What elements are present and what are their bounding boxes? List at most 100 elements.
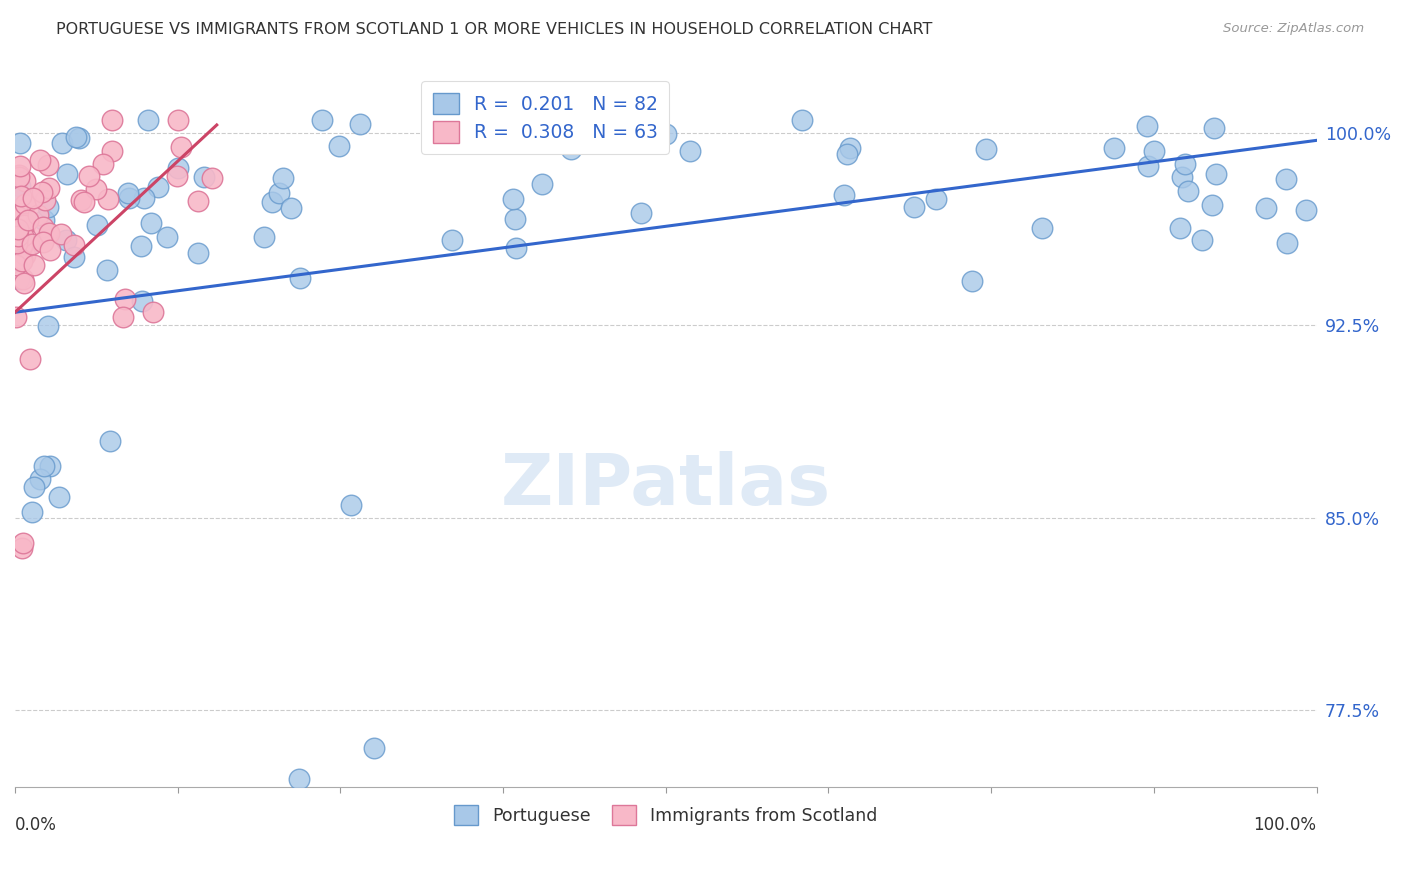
Point [148,180,170,194]
Point [8,169,31,184]
Point [34,459,56,474]
Point [7,205,30,219]
Point [49,227,72,241]
Point [6,235,28,250]
Point [287,772,309,787]
Point [38,226,60,240]
Point [835,146,858,161]
Point [129,239,152,253]
Legend: Portuguese, Immigrants from Scotland: Portuguese, Immigrants from Scotland [447,798,884,832]
Point [10,223,32,237]
Point [253,229,276,244]
Point [328,139,350,153]
Point [18,236,41,251]
Point [1177,184,1199,198]
Point [32,220,55,235]
Point [48,490,70,504]
Point [101,112,124,127]
Point [11,272,34,286]
Point [269,186,291,200]
Point [156,229,179,244]
Point [166,169,188,183]
Point [792,112,814,127]
Point [8,159,31,173]
Point [10,252,32,266]
Point [14,217,37,231]
Point [1170,169,1192,184]
Point [679,144,702,158]
Point [201,171,224,186]
Point [6,310,28,324]
Point [260,194,283,209]
Point [38,181,60,195]
Point [166,161,188,175]
Point [1031,221,1053,235]
Point [976,142,998,156]
Point [22,258,45,272]
Point [193,169,215,184]
Point [98,434,121,448]
Point [925,192,948,206]
Point [67,131,90,145]
Point [31,186,53,200]
Point [187,194,209,209]
Point [13,276,35,290]
Point [1168,221,1191,235]
Text: 100.0%: 100.0% [1254,815,1316,834]
Point [11,237,34,252]
Point [55,233,77,247]
Point [311,112,333,127]
Point [271,170,294,185]
Point [6,235,28,250]
Point [655,127,678,141]
Point [8,178,31,193]
Point [8,168,31,182]
Point [132,191,155,205]
Point [37,158,59,172]
Point [96,263,118,277]
Point [38,243,60,257]
Point [22,480,45,494]
Point [27,208,49,222]
Point [39,459,62,474]
Point [1295,202,1317,217]
Point [1202,121,1225,136]
Point [28,472,51,486]
Point [502,192,524,206]
Point [6,222,28,236]
Point [6,183,28,197]
Point [7,229,30,244]
Point [34,194,56,208]
Point [84,182,107,196]
Point [1205,167,1227,181]
Point [1136,120,1159,134]
Point [141,216,163,230]
Point [14,174,37,188]
Point [1274,172,1296,186]
Point [588,112,610,127]
Point [21,191,44,205]
Point [187,246,209,260]
Point [530,177,553,191]
Point [114,293,136,307]
Text: ZIPatlas: ZIPatlas [501,450,831,520]
Point [51,136,73,151]
Point [8,272,31,286]
Point [21,237,44,252]
Point [1275,235,1298,250]
Point [630,206,652,220]
Point [8,136,31,150]
Point [1104,141,1126,155]
Point [339,498,361,512]
Point [37,318,59,333]
Point [136,112,159,127]
Point [1142,144,1164,158]
Point [14,248,37,262]
Point [79,169,101,183]
Point [1137,159,1160,173]
Point [505,241,527,255]
Point [56,167,79,181]
Point [142,305,165,319]
Point [91,157,114,171]
Point [21,505,44,519]
